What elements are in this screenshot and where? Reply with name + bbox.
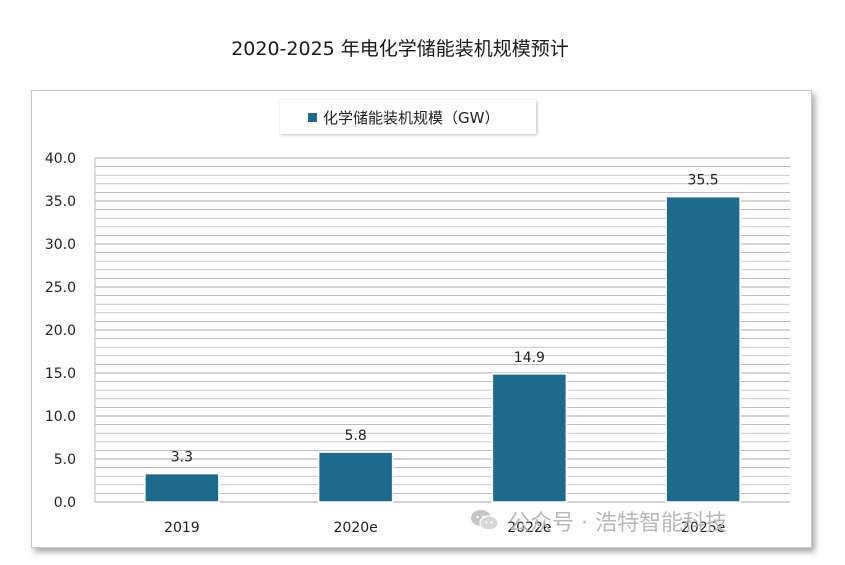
data-label: 35.5 bbox=[688, 173, 719, 189]
watermark-text: 公众号 · 浩特智能科技 bbox=[508, 511, 727, 536]
wechat-icon bbox=[471, 510, 499, 531]
x-tick-label: 2022e bbox=[507, 520, 551, 536]
y-tick-label: 30.0 bbox=[45, 237, 76, 253]
bar bbox=[144, 472, 220, 503]
legend-label: 化学储能装机规模（GW） bbox=[323, 108, 500, 127]
y-axis-ticks: 0.0 5.0 10.0 15.0 20.0 25.0 30.0 35.0 40.0 bbox=[45, 151, 76, 511]
data-labels: 3.3 5.8 14.9 35.5 bbox=[171, 173, 719, 466]
bar bbox=[317, 451, 394, 503]
data-label: 5.8 bbox=[344, 428, 366, 444]
chart-title: 2020-2025 年电化学储能装机规模预计 bbox=[231, 38, 569, 60]
bar bbox=[491, 373, 568, 503]
y-tick-label: 10.0 bbox=[45, 409, 76, 425]
bar bbox=[665, 195, 741, 503]
x-tick-label: 2025e bbox=[681, 520, 725, 536]
y-tick-label: 15.0 bbox=[45, 366, 76, 382]
x-tick-label: 2020e bbox=[334, 520, 378, 536]
legend-swatch bbox=[308, 112, 317, 122]
data-label: 14.9 bbox=[514, 350, 545, 366]
y-tick-label: 20.0 bbox=[45, 323, 76, 339]
x-axis-ticks: 2019 2020e 2022e 2025e bbox=[164, 520, 725, 536]
y-tick-label: 5.0 bbox=[54, 452, 76, 468]
y-tick-label: 35.0 bbox=[45, 194, 76, 210]
watermark: 公众号 · 浩特智能科技 bbox=[470, 505, 727, 537]
bars bbox=[144, 195, 741, 503]
y-tick-label: 0.0 bbox=[54, 495, 76, 511]
x-tick-label: 2019 bbox=[164, 520, 200, 536]
y-tick-label: 25.0 bbox=[45, 280, 76, 296]
legend: 化学储能装机规模（GW） bbox=[280, 100, 536, 134]
y-tick-label: 40.0 bbox=[45, 151, 76, 167]
data-label: 3.3 bbox=[171, 450, 193, 466]
